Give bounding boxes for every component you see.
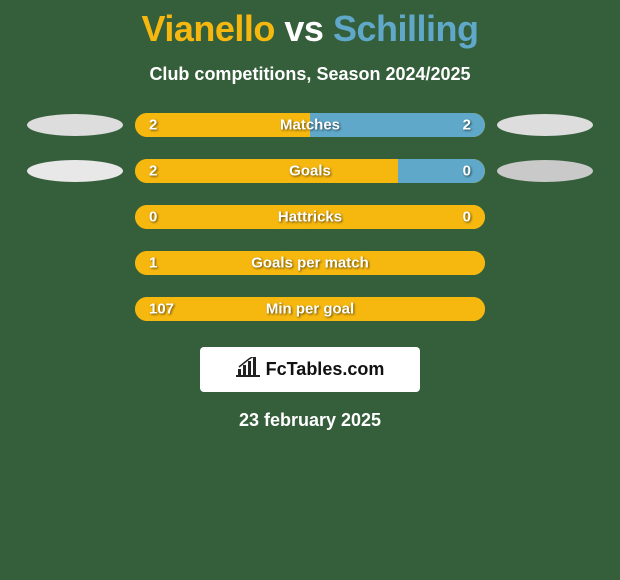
- stat-label: Matches: [280, 117, 340, 134]
- left-badge: [25, 297, 125, 321]
- right-badge: [495, 297, 595, 321]
- right-badge: [495, 251, 595, 275]
- right-value: 0: [463, 163, 471, 180]
- stat-row: 2 Goals 0: [0, 159, 620, 183]
- comparison-infographic: Vianello vs Schilling Club competitions,…: [0, 0, 620, 580]
- player2-name: Schilling: [333, 8, 479, 49]
- left-badge: [25, 251, 125, 275]
- left-value: 2: [149, 163, 157, 180]
- stat-bar: 2 Matches 2: [135, 113, 485, 137]
- left-badge: [25, 113, 125, 137]
- subtitle: Club competitions, Season 2024/2025: [149, 64, 470, 85]
- stat-label: Goals per match: [251, 255, 369, 272]
- stat-row: 2 Matches 2: [0, 113, 620, 137]
- left-badge: [25, 205, 125, 229]
- player1-name: Vianello: [142, 8, 275, 49]
- vs-separator: vs: [284, 8, 323, 49]
- chart-area: 2 Matches 2 2 Goals 0 0 Hattricks 0 1 Goals per ma…: [0, 113, 620, 343]
- left-badge: [25, 159, 125, 183]
- stat-label: Hattricks: [278, 209, 342, 226]
- logo-box[interactable]: FcTables.com: [200, 347, 420, 392]
- left-value: 0: [149, 209, 157, 226]
- right-value: 0: [463, 209, 471, 226]
- stat-bar: 2 Goals 0: [135, 159, 485, 183]
- stat-label: Min per goal: [266, 301, 354, 318]
- stat-row: 107 Min per goal: [0, 297, 620, 321]
- stat-label: Goals: [289, 163, 331, 180]
- chart-icon: [236, 357, 260, 382]
- stat-row: 0 Hattricks 0: [0, 205, 620, 229]
- right-badge: [495, 205, 595, 229]
- logo-inner: FcTables.com: [236, 357, 385, 382]
- right-value: 2: [463, 117, 471, 134]
- stat-bar: 1 Goals per match: [135, 251, 485, 275]
- stat-bar: 107 Min per goal: [135, 297, 485, 321]
- page-title: Vianello vs Schilling: [142, 8, 479, 50]
- stat-row: 1 Goals per match: [0, 251, 620, 275]
- right-badge: [495, 113, 595, 137]
- bar-right-segment: [398, 159, 486, 183]
- logo-text: FcTables.com: [266, 359, 385, 380]
- footer-date: 23 february 2025: [239, 410, 381, 431]
- left-value: 2: [149, 117, 157, 134]
- left-value: 1: [149, 255, 157, 272]
- right-badge: [495, 159, 595, 183]
- stat-bar: 0 Hattricks 0: [135, 205, 485, 229]
- left-value: 107: [149, 301, 174, 318]
- bar-left-segment: [135, 159, 398, 183]
